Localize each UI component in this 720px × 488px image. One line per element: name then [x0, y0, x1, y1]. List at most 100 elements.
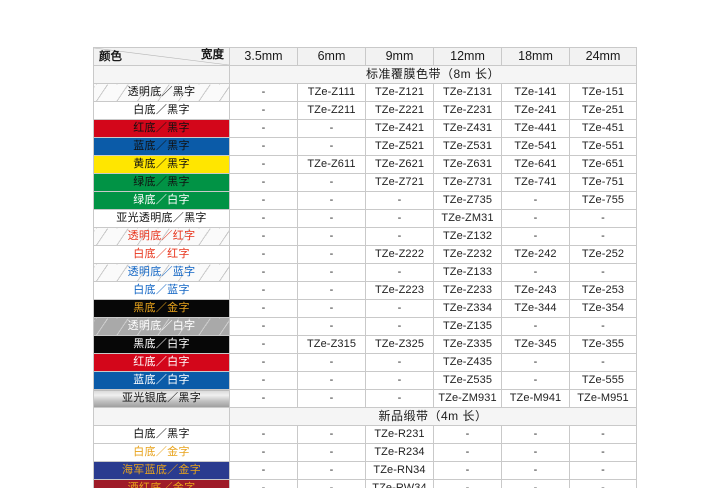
- tape-model-cell: -: [501, 461, 570, 480]
- tape-model-cell: TZe-Z135: [433, 317, 502, 336]
- tape-model-cell: TZe-551: [569, 137, 637, 156]
- tape-model-cell: TZe-Z232: [433, 245, 502, 264]
- tape-model-cell: TZe-Z535: [433, 371, 502, 390]
- tape-color-swatch-label: 白底／黑字: [93, 101, 230, 120]
- table-row: 透明底／白字 - - - TZe-Z135- -: [93, 317, 637, 336]
- tape-model-cell: -: [297, 245, 366, 264]
- tape-color-swatch-label: 海军蓝底／金字: [93, 461, 230, 480]
- tape-model-cell: -: [229, 317, 298, 336]
- tape-model-cell: TZe-Z131: [433, 83, 502, 102]
- tape-model-cell: -: [229, 353, 298, 372]
- tape-model-cell: -: [569, 461, 637, 480]
- tape-model-cell: -: [229, 173, 298, 192]
- corner-header-cell: 宽度 颜色: [93, 47, 230, 66]
- tape-model-cell: TZe-141: [501, 83, 570, 102]
- tape-model-cell: -: [501, 371, 570, 390]
- tape-model-cell: -: [297, 281, 366, 300]
- tape-model-cell: TZe-Z325: [365, 335, 434, 354]
- table-row: 绿底／白字 - - - TZe-Z735- TZe-755: [93, 191, 637, 210]
- tape-model-cell: -: [229, 155, 298, 174]
- table-row: 海军蓝底／金字 - - TZe-RN34- - -: [93, 461, 637, 480]
- tape-model-cell: -: [501, 317, 570, 336]
- table-row: 亚光透明底／黑字 - - - TZe-ZM31- -: [93, 209, 637, 228]
- tape-model-cell: -: [297, 479, 366, 488]
- column-header-12mm: 12mm: [433, 47, 502, 66]
- table-row: 蓝底／黑字 - - TZe-Z521 TZe-Z531 TZe-541 TZe-551: [93, 137, 637, 156]
- tape-model-cell: -: [229, 299, 298, 318]
- tape-model-cell: -: [365, 227, 434, 246]
- tape-model-cell: TZe-151: [569, 83, 637, 102]
- tape-model-cell: TZe-Z221: [365, 101, 434, 120]
- tape-model-cell: -: [297, 461, 366, 480]
- tape-color-swatch-label: 绿底／黑字: [93, 173, 230, 192]
- column-header-9mm: 9mm: [365, 47, 434, 66]
- tape-model-cell: TZe-Z531: [433, 137, 502, 156]
- tape-model-cell: TZe-Z111: [297, 83, 366, 102]
- tape-model-cell: TZe-441: [501, 119, 570, 138]
- tape-model-cell: -: [297, 317, 366, 336]
- tape-model-cell: TZe-Z631: [433, 155, 502, 174]
- tape-compatibility-table: 宽度 颜色 3.5mm 6mm 9mm 12mm 18mm 24mm 标准覆膜色…: [93, 47, 637, 488]
- tape-model-cell: -: [569, 425, 637, 444]
- tape-model-cell: -: [365, 371, 434, 390]
- tape-color-swatch-label: 透明底／黑字: [93, 83, 230, 102]
- tape-model-cell: -: [297, 263, 366, 282]
- tape-model-cell: TZe-Z211: [297, 101, 366, 120]
- tape-model-cell: TZe-253: [569, 281, 637, 300]
- table-row: 黑底／白字 - TZe-Z315 TZe-Z325 TZe-Z335 TZe-345 TZe…: [93, 335, 637, 354]
- tape-model-cell: -: [433, 425, 502, 444]
- tape-model-cell: -: [297, 299, 366, 318]
- tape-model-cell: -: [365, 299, 434, 318]
- tape-model-cell: TZe-ZM31: [433, 209, 502, 228]
- tape-model-cell: TZe-251: [569, 101, 637, 120]
- tape-color-swatch-label: 蓝底／黑字: [93, 137, 230, 156]
- tape-model-cell: -: [229, 281, 298, 300]
- tape-model-cell: TZe-Z611: [297, 155, 366, 174]
- tape-model-cell: -: [501, 425, 570, 444]
- table-row: 黄底／黑字 - TZe-Z611 TZe-Z621 TZe-Z631 TZe-641 TZe…: [93, 155, 637, 174]
- tape-model-cell: TZe-Z521: [365, 137, 434, 156]
- tape-model-cell: -: [569, 263, 637, 282]
- table-row: 红底／白字 - - - TZe-Z435- -: [93, 353, 637, 372]
- tape-model-cell: -: [433, 461, 502, 480]
- tape-model-cell: -: [569, 443, 637, 462]
- tape-model-cell: -: [297, 353, 366, 372]
- tape-model-cell: -: [229, 371, 298, 390]
- tape-color-swatch-label: 蓝底／白字: [93, 371, 230, 390]
- diagonal-divider-icon: [95, 48, 228, 65]
- section-header-row: 标准覆膜色带（8m 长）: [93, 65, 637, 84]
- tape-color-swatch-label: 绿底／白字: [93, 191, 230, 210]
- tape-model-cell: TZe-252: [569, 245, 637, 264]
- tape-model-cell: -: [229, 389, 298, 408]
- tape-model-cell: TZe-R231: [365, 425, 434, 444]
- tape-model-cell: -: [229, 191, 298, 210]
- tape-model-cell: -: [569, 209, 637, 228]
- tape-model-cell: -: [569, 353, 637, 372]
- tape-model-cell: -: [365, 209, 434, 228]
- section-header-spacer: [93, 407, 230, 426]
- tape-model-cell: -: [569, 227, 637, 246]
- column-header-24mm: 24mm: [569, 47, 637, 66]
- tape-model-cell: TZe-RW34: [365, 479, 434, 488]
- tape-model-cell: -: [229, 425, 298, 444]
- tape-color-swatch-label: 白底／蓝字: [93, 281, 230, 300]
- tape-model-cell: TZe-241: [501, 101, 570, 120]
- section-header-row: 新品缎带（4m 长）: [93, 407, 637, 426]
- section-title: 标准覆膜色带（8m 长）: [229, 65, 637, 84]
- tape-model-cell: TZe-Z431: [433, 119, 502, 138]
- section-title: 新品缎带（4m 长）: [229, 407, 637, 426]
- tape-model-cell: -: [297, 137, 366, 156]
- tape-color-swatch-label: 透明底／白字: [93, 317, 230, 336]
- tape-model-cell: -: [501, 191, 570, 210]
- table-row: 红底／黑字 - - TZe-Z421 TZe-Z431 TZe-441 TZe-451: [93, 119, 637, 138]
- tape-model-cell: -: [365, 317, 434, 336]
- table-row: 绿底／黑字 - - TZe-Z721 TZe-Z731 TZe-741 TZe-751: [93, 173, 637, 192]
- tape-model-cell: -: [229, 227, 298, 246]
- tape-color-swatch-label: 红底／黑字: [93, 119, 230, 138]
- tape-model-cell: TZe-Z133: [433, 263, 502, 282]
- tape-model-cell: -: [297, 443, 366, 462]
- tape-color-swatch-label: 黑底／金字: [93, 299, 230, 318]
- tape-model-cell: TZe-Z231: [433, 101, 502, 120]
- tape-model-cell: -: [229, 335, 298, 354]
